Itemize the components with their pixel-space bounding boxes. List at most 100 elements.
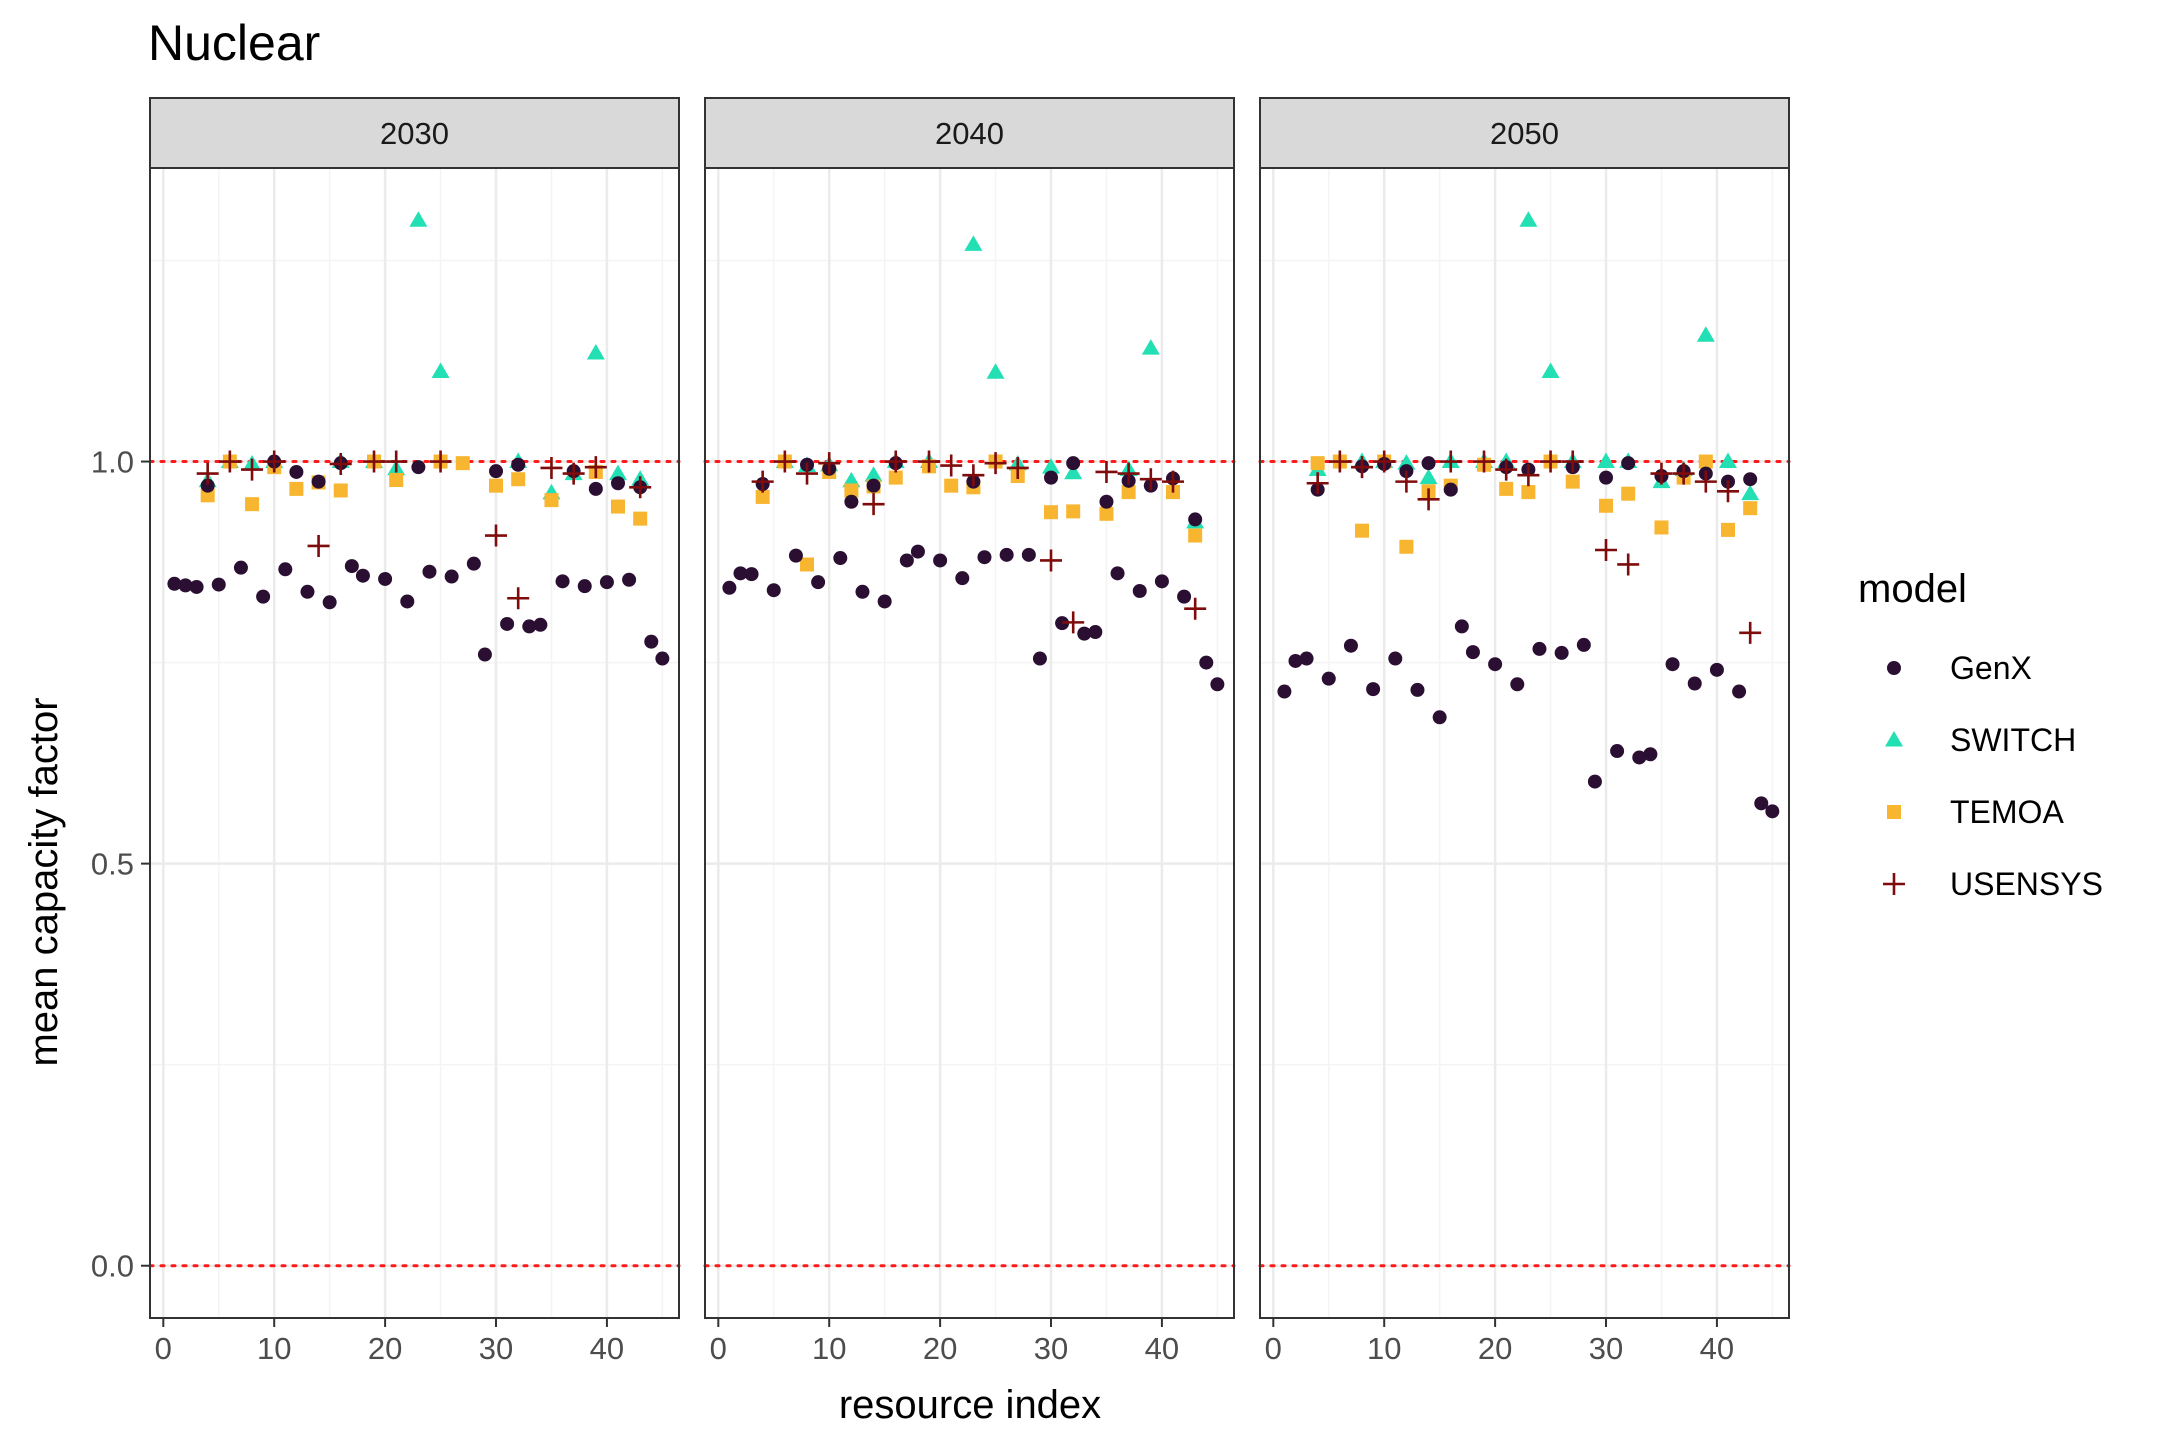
data-point-genx (588, 481, 603, 496)
data-point-genx (1587, 774, 1602, 789)
data-point-temoa (755, 489, 770, 504)
data-point-temoa (1721, 522, 1736, 537)
data-point-genx (1488, 657, 1503, 672)
data-point-usensys (1117, 462, 1140, 485)
data-point-temoa (633, 511, 648, 526)
data-point-switch (1741, 484, 1760, 501)
data-point-usensys (1473, 450, 1496, 473)
data-point-genx (355, 568, 370, 583)
data-point-genx (1044, 470, 1059, 485)
data-point-genx (577, 579, 592, 594)
data-point-genx (344, 559, 359, 574)
data-point-temoa (200, 488, 215, 503)
data-point-temoa (455, 456, 470, 471)
data-point-genx (1432, 710, 1447, 725)
data-point-genx (1277, 684, 1292, 699)
data-point-temoa (389, 473, 404, 488)
data-point-genx (411, 460, 426, 475)
data-point-genx (1299, 651, 1314, 666)
data-point-genx (1665, 657, 1680, 672)
data-point-genx (877, 594, 892, 609)
data-point-usensys (1694, 470, 1717, 493)
data-point-switch (964, 235, 983, 251)
data-point-genx (977, 550, 992, 565)
data-point-genx (1343, 638, 1358, 653)
data-point-usensys (862, 493, 885, 516)
x-tick-label: 30 (479, 1331, 513, 1366)
data-point-usensys (507, 587, 530, 610)
panel-border (149, 167, 680, 1319)
data-point-genx (599, 575, 614, 590)
facet-strip (149, 97, 680, 169)
data-point-genx (1366, 682, 1381, 697)
facet-strip-label: 2050 (1490, 116, 1559, 151)
data-point-switch (1541, 362, 1560, 378)
data-point-usensys (562, 462, 585, 485)
data-point-temoa (1099, 506, 1114, 521)
data-point-temoa (1499, 481, 1514, 496)
data-point-switch (409, 211, 428, 227)
data-point-genx (533, 617, 548, 632)
data-point-temoa (1599, 498, 1614, 513)
data-point-usensys (1062, 611, 1085, 634)
x-tick-label: 10 (1367, 1331, 1401, 1366)
legend-title: model (1858, 567, 1967, 611)
data-point-switch (986, 363, 1005, 379)
y-tick-label: 0.5 (91, 847, 134, 882)
data-point-genx (378, 571, 393, 586)
legend-key-temoa (1887, 805, 1901, 819)
data-point-switch (1397, 454, 1416, 470)
data-point-genx (167, 576, 182, 591)
data-point-genx (1421, 456, 1436, 471)
data-point-genx (1443, 482, 1458, 497)
data-point-genx (1210, 677, 1225, 692)
data-point-genx (1055, 616, 1070, 631)
data-point-switch (1042, 458, 1061, 474)
data-point-genx (500, 616, 515, 631)
data-point-temoa (1399, 539, 1414, 554)
legend-key-switch (1885, 731, 1903, 747)
data-point-genx (1132, 584, 1147, 599)
legend-label: TEMOA (1950, 794, 2064, 830)
data-point-genx (289, 464, 304, 479)
x-tick-label: 0 (155, 1331, 172, 1366)
data-point-usensys (1650, 462, 1673, 485)
data-point-genx (200, 478, 215, 493)
data-point-temoa (544, 493, 559, 508)
data-point-temoa (511, 472, 526, 487)
data-point-genx (1032, 651, 1047, 666)
data-point-genx (444, 569, 459, 584)
data-point-usensys (773, 450, 796, 473)
panel-border (1259, 167, 1790, 1319)
data-point-switch (864, 466, 883, 482)
data-point-usensys (196, 462, 219, 485)
series-TEMOA (200, 454, 648, 526)
data-point-usensys (1495, 458, 1518, 481)
data-point-genx (1288, 653, 1303, 668)
data-point-usensys (1306, 472, 1329, 495)
data-point-usensys (1184, 597, 1207, 620)
data-point-usensys (1006, 456, 1029, 479)
data-point-genx (256, 589, 271, 604)
data-point-genx (1643, 747, 1658, 762)
data-point-genx (466, 556, 481, 571)
x-tick-label: 20 (1478, 1331, 1512, 1366)
data-point-usensys (485, 524, 508, 547)
data-point-usensys (329, 452, 352, 475)
panel-border (704, 167, 1235, 1319)
facet-panel-2040: 2040 0 10 20 30 40 (703, 97, 1236, 1366)
x-axis-label: resource index (839, 1383, 1101, 1427)
x-tick-label: 30 (1589, 1331, 1623, 1366)
data-point-genx (855, 584, 870, 599)
x-tick-label: 10 (812, 1331, 846, 1366)
data-point-genx (211, 577, 226, 592)
data-point-temoa (1188, 528, 1203, 543)
data-point-usensys (1539, 450, 1562, 473)
legend-item-switch: SWITCH (1885, 722, 2076, 758)
data-point-switch (1064, 463, 1083, 480)
data-point-genx (1754, 796, 1769, 811)
data-point-genx (1188, 512, 1203, 527)
